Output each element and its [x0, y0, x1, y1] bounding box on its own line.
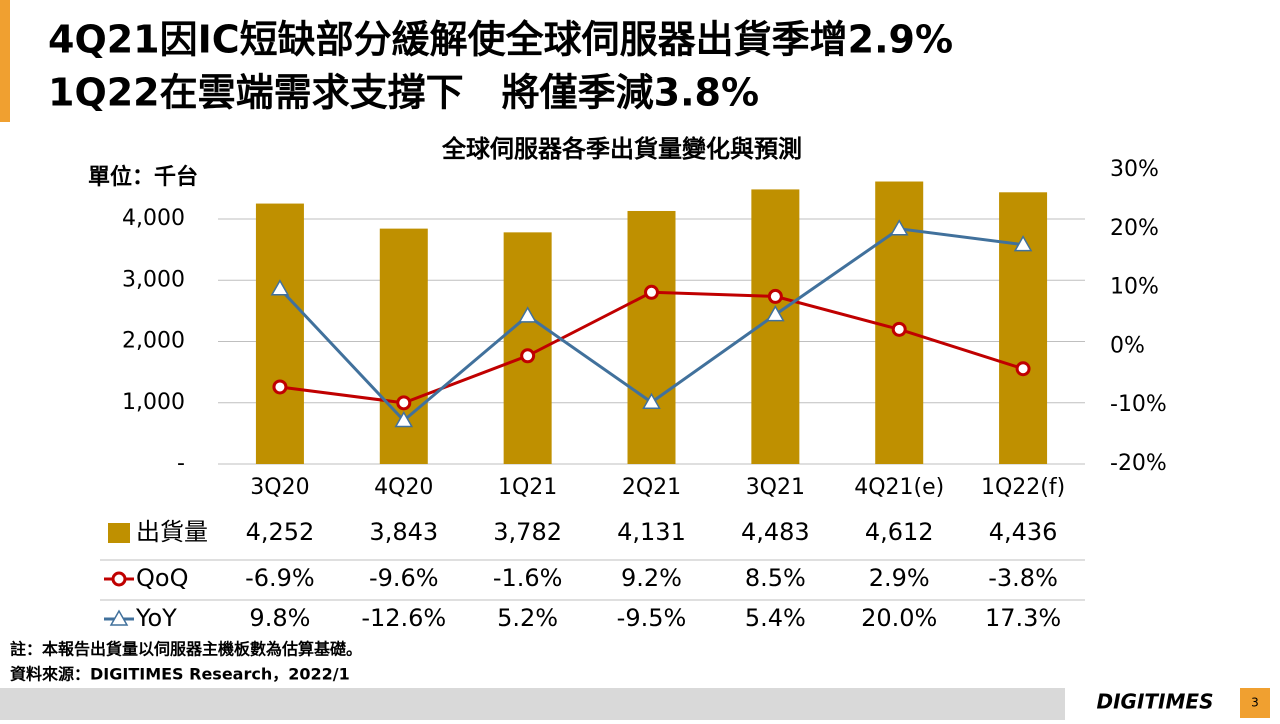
y2-tick-label: 20% [1110, 216, 1159, 241]
footnote: 註：本報告出貨量以伺服器主機板數為估算基礎。 [10, 640, 362, 659]
y2-tick-label: 0% [1110, 333, 1145, 358]
table-value: 4,483 [741, 518, 810, 546]
table-value: -9.6% [369, 564, 439, 592]
accent-bar [0, 0, 10, 122]
legend-label: 出貨量 [136, 518, 208, 546]
table-value: 4,252 [246, 518, 315, 546]
y2-tick-label: 30% [1110, 157, 1159, 182]
slide-title: 4Q21因IC短缺部分緩解使全球伺服器出貨季增2.9% [48, 18, 953, 62]
marker [272, 379, 288, 395]
marker [889, 219, 909, 236]
y2-tick-label: -10% [1110, 392, 1167, 417]
bar [379, 228, 428, 464]
legend-label: QoQ [136, 564, 188, 592]
y2-tick-label: -20% [1110, 451, 1167, 476]
table-value: 4,131 [617, 518, 686, 546]
table-value: 5.4% [745, 604, 806, 632]
chart-title: 全球伺服器各季出貨量變化與預測 [441, 135, 802, 163]
x-tick-label: 1Q22(f) [981, 475, 1065, 500]
marker [1013, 235, 1033, 252]
table-value: 4,612 [865, 518, 934, 546]
marker [891, 321, 907, 337]
x-tick-label: 3Q21 [746, 475, 805, 500]
footnote: 資料來源：DIGITIMES Research，2022/1 [10, 665, 350, 684]
y-tick-label: - [177, 451, 185, 476]
marker [644, 284, 659, 300]
table-value: -3.8% [988, 564, 1058, 592]
y-tick-label: 4,000 [122, 206, 185, 231]
x-tick-label: 1Q21 [498, 475, 557, 500]
page-number: 3 [1251, 696, 1259, 710]
legend-label: YoY [135, 604, 177, 632]
table-value: 17.3% [985, 604, 1061, 632]
table-value: 3,843 [369, 518, 438, 546]
table-value: 2.9% [869, 564, 930, 592]
bar [999, 192, 1048, 465]
logo: DIGITIMES [1097, 690, 1214, 714]
legend-swatch [108, 523, 130, 543]
x-tick-label: 2Q21 [622, 475, 681, 500]
y-axis-label: 單位：千台 [88, 164, 198, 190]
page-number-box [1240, 688, 1270, 718]
y-tick-label: 1,000 [122, 390, 185, 415]
marker [270, 279, 290, 296]
y-tick-label: 2,000 [122, 329, 185, 354]
x-tick-label: 4Q20 [374, 475, 433, 500]
marker [642, 392, 661, 410]
legend-marker [109, 609, 129, 626]
marker [520, 348, 536, 364]
footer-band [0, 688, 1065, 720]
table-value: 9.2% [621, 564, 682, 592]
marker [1015, 361, 1031, 377]
y-tick-label: 3,000 [122, 267, 185, 292]
y2-tick-label: 10% [1110, 275, 1159, 300]
table-value: 5.2% [497, 604, 558, 632]
marker [396, 395, 412, 411]
table-value: 9.8% [249, 604, 310, 632]
bar [255, 203, 304, 464]
table-value: 3,782 [493, 518, 562, 546]
table-value: 4,436 [989, 518, 1058, 546]
table-value: -6.9% [245, 564, 315, 592]
marker [767, 288, 783, 304]
table-value: 8.5% [745, 564, 806, 592]
table-value: 20.0% [861, 604, 937, 632]
table-value: -12.6% [361, 604, 446, 632]
x-tick-label: 3Q20 [250, 475, 309, 500]
bar [627, 210, 676, 464]
table-value: -9.5% [617, 604, 687, 632]
slide-title: 1Q22在雲端需求支撐下 將僅季減3.8% [48, 71, 759, 115]
x-tick-label: 4Q21(e) [854, 475, 944, 500]
legend-marker [111, 571, 127, 587]
marker [518, 306, 537, 323]
table-value: -1.6% [493, 564, 563, 592]
marker [766, 305, 785, 322]
marker [394, 410, 414, 428]
